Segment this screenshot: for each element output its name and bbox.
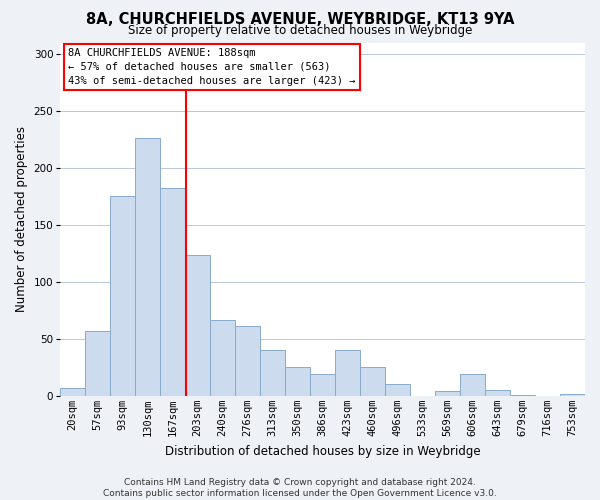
Text: Size of property relative to detached houses in Weybridge: Size of property relative to detached ho… [128,24,472,37]
Bar [60,388,85,396]
Bar [235,326,260,396]
Bar [210,320,235,396]
Bar [310,374,335,396]
Bar [260,350,285,396]
Bar [135,138,160,396]
Bar [435,392,460,396]
Bar [335,350,360,396]
Bar [510,394,535,396]
Bar [110,196,135,396]
Text: 8A, CHURCHFIELDS AVENUE, WEYBRIDGE, KT13 9YA: 8A, CHURCHFIELDS AVENUE, WEYBRIDGE, KT13… [86,12,514,28]
Bar [360,368,385,396]
Bar [285,368,310,396]
Bar [185,254,210,396]
Bar [485,390,510,396]
X-axis label: Distribution of detached houses by size in Weybridge: Distribution of detached houses by size … [165,444,481,458]
Y-axis label: Number of detached properties: Number of detached properties [15,126,28,312]
Text: 8A CHURCHFIELDS AVENUE: 188sqm
← 57% of detached houses are smaller (563)
43% of: 8A CHURCHFIELDS AVENUE: 188sqm ← 57% of … [68,48,356,86]
Bar [160,188,185,396]
Bar [460,374,485,396]
Bar [385,384,410,396]
Bar [560,394,585,396]
Bar [85,331,110,396]
Text: Contains HM Land Registry data © Crown copyright and database right 2024.
Contai: Contains HM Land Registry data © Crown c… [103,478,497,498]
